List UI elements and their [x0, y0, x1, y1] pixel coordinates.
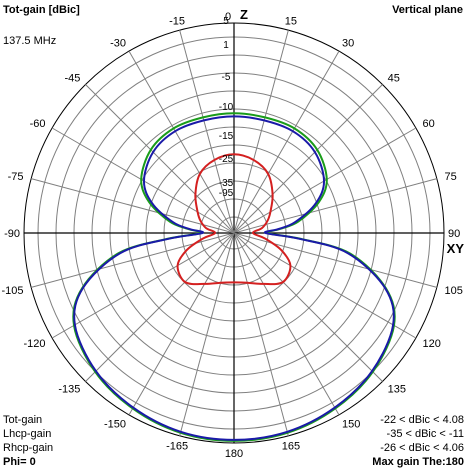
grid-spoke [51, 232, 235, 339]
grid-spoke [233, 232, 289, 436]
grid-spoke [233, 50, 340, 234]
angle-tick-label: 165 [282, 441, 300, 453]
angle-tick-label: -30 [110, 38, 126, 50]
angle-tick-label: 105 [445, 285, 463, 297]
legend-tot-gain: Tot-gain [3, 414, 42, 426]
grid-spoke [233, 232, 417, 339]
ring-tick-label: -15 [219, 131, 234, 142]
plane-label: Vertical plane [392, 4, 463, 16]
grid-spoke [179, 232, 235, 436]
range-tot-gain: -22 < dBic < 4.08 [380, 414, 464, 426]
chart-title: Tot-gain [dBic] [3, 4, 80, 16]
angle-tick-label: 75 [445, 171, 457, 183]
series-lhcp-gain [176, 153, 292, 286]
grid-spoke [233, 232, 340, 416]
grid-spoke [233, 84, 383, 234]
grid-spoke [31, 178, 235, 234]
ring-tick-label: 5 [223, 16, 229, 27]
range-rhcp-gain: -26 < dBic < 4.06 [380, 442, 464, 454]
grid-spoke [233, 232, 437, 288]
range-lhcp-gain: -35 < dBic < -11 [387, 428, 464, 440]
polar-grid [23, 22, 445, 444]
angle-tick-label: -150 [104, 419, 126, 431]
angle-tick-label: -45 [64, 72, 80, 84]
angle-tick-label: 150 [342, 419, 360, 431]
legend-lhcp-gain: Lhcp-gain [3, 428, 51, 440]
grid-spoke [179, 30, 235, 234]
angle-tick-label: 180 [225, 448, 243, 460]
grid-spoke [233, 232, 383, 382]
pattern-series [72, 112, 396, 442]
ring-tick-label: -25 [219, 154, 234, 165]
legend-rhcp-gain: Rhcp-gain [3, 442, 53, 454]
ring-tick-label: -10 [219, 102, 234, 113]
angle-tick-label: 45 [388, 72, 400, 84]
angle-tick-label: -135 [58, 384, 80, 396]
angle-tick-label: -165 [166, 441, 188, 453]
angle-tick-label: 120 [423, 338, 441, 350]
angle-tick-label: 60 [423, 118, 435, 130]
angle-tick-label: -15 [169, 16, 185, 28]
grid-spoke [85, 84, 235, 234]
max-gain-label: Max gain The:180 [372, 456, 464, 468]
ring-tick-label: -5 [222, 72, 231, 83]
frequency-label: 137.5 MHz [3, 35, 56, 47]
grid-spoke [233, 30, 289, 234]
angle-tick-label: 135 [388, 384, 406, 396]
series-rhcp-gain [73, 115, 395, 441]
zenith-axis-label: Z [240, 7, 248, 22]
angle-tick-label: 0 [225, 11, 231, 23]
angle-tick-label: -75 [8, 171, 24, 183]
grid-spoke [233, 178, 437, 234]
ring-tick-label: -35 [219, 178, 234, 189]
ring-tick-label: -95 [219, 188, 234, 199]
angle-tick-label: 30 [342, 38, 354, 50]
grid-spoke [128, 50, 235, 234]
tick-labels: 0 153045607590105120135150165180-165-150-… [1, 11, 462, 460]
angle-tick-label: -120 [23, 338, 45, 350]
angle-tick-label: -60 [30, 118, 46, 130]
angle-tick-label: 90 [448, 228, 460, 240]
grid-spoke [85, 232, 235, 382]
grid-spoke [128, 232, 235, 416]
series-tot-gain [72, 112, 396, 442]
horizon-axis-label: XY [447, 241, 465, 256]
ring-tick-label: 1 [223, 40, 229, 51]
angle-tick-label: -105 [1, 285, 23, 297]
angle-tick-label: 15 [285, 16, 297, 28]
grid-spoke [31, 232, 235, 288]
phi-label: Phi= 0 [3, 456, 36, 468]
angle-tick-label: -90 [4, 228, 20, 240]
